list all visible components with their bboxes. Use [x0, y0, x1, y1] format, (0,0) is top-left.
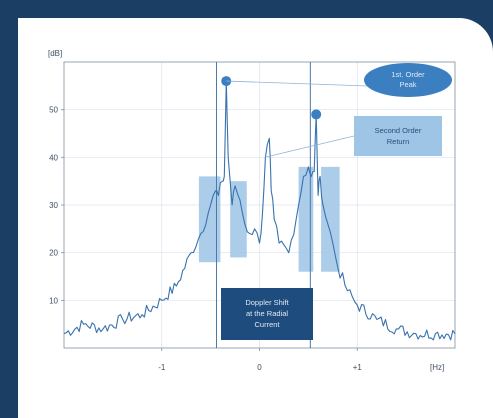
shaded-region	[198, 176, 221, 263]
shaded-region	[321, 166, 340, 272]
doppler-label-line2: at the Radial	[246, 309, 288, 318]
shaded-region	[298, 166, 314, 272]
peak-marker	[311, 109, 322, 120]
y-axis-label: [dB]	[48, 49, 62, 58]
y-tick-label: 30	[49, 201, 58, 210]
doppler-label-line1: Doppler Shift	[245, 298, 289, 307]
y-tick-label: 20	[49, 249, 58, 258]
second-order-label-line2: Return	[387, 137, 410, 146]
spectrum-chart: 10 20 30 40 50 -1 0 +1 1st. Order Peak Second O…	[48, 49, 456, 372]
first-order-ellipse	[364, 63, 452, 97]
first-order-label-line1: 1st. Order	[391, 70, 425, 79]
first-order-label-line2: Peak	[399, 80, 416, 89]
shaded-regions	[198, 166, 340, 272]
leader-line-first-order	[226, 80, 369, 87]
second-order-label-line1: Second Order	[375, 126, 422, 135]
y-tick-label: 40	[49, 153, 58, 162]
x-tick-label: -1	[158, 363, 166, 372]
x-tick-label: +1	[353, 363, 363, 372]
leader-line-second-order	[264, 135, 355, 158]
doppler-box	[221, 288, 313, 340]
second-order-box	[354, 116, 442, 156]
shaded-region	[230, 181, 247, 258]
spectrum-series-line	[63, 80, 456, 341]
annotations: 1st. Order Peak Second Order Return Dopp…	[221, 63, 452, 340]
grid	[64, 62, 455, 348]
chart-frame: 10 20 30 40 50 -1 0 +1 1st. Order Peak Second O…	[18, 18, 493, 418]
series-layer	[63, 80, 456, 341]
y-tick-label: 10	[49, 296, 58, 305]
axes: 10 20 30 40 50 -1 0 +1	[49, 61, 456, 372]
y-tick-label: 50	[49, 106, 58, 115]
x-axis-label: [Hz]	[430, 363, 444, 372]
x-tick-label: 0	[257, 363, 262, 372]
doppler-label-line3: Current	[254, 320, 280, 329]
